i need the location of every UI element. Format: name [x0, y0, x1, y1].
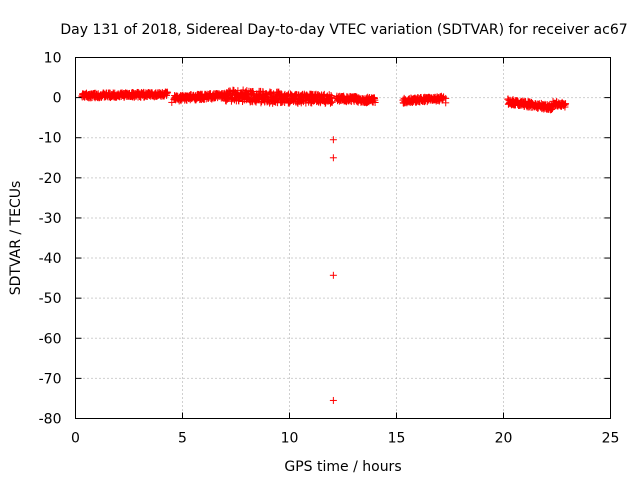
y-tick-label: -50 [39, 291, 62, 307]
y-tick-label: -80 [39, 412, 62, 428]
data-point [329, 271, 337, 279]
x-tick-label: 20 [495, 431, 513, 447]
data-point [433, 93, 441, 101]
grid [75, 57, 611, 419]
data-point [442, 94, 450, 102]
x-tick-label: 10 [281, 431, 299, 447]
data-point [168, 98, 176, 106]
y-tick-label: 10 [44, 51, 62, 67]
x-axis-label: GPS time / hours [284, 459, 401, 475]
data-point [329, 396, 337, 404]
y-tick-label: -70 [39, 371, 62, 387]
data-point [327, 91, 335, 99]
data-point [371, 98, 379, 106]
y-tick-labels: 10 0 -10 -20 -30 -40 -50 -60 -70 -80 [39, 51, 62, 428]
y-tick-label: -60 [39, 331, 62, 347]
y-tick-label: -10 [39, 131, 62, 147]
y-tick-label: -30 [39, 211, 62, 227]
x-tick-label: 15 [388, 431, 406, 447]
plot-frame [75, 57, 611, 419]
y-axis-label: SDTVAR / TECUs [8, 181, 24, 296]
data-point [164, 89, 172, 97]
data-point [266, 88, 274, 96]
x-tick-label: 25 [602, 431, 620, 447]
axis-ticks [75, 57, 611, 419]
x-tick-label: 5 [178, 431, 187, 447]
data-points [78, 86, 570, 404]
x-tick-label: 0 [71, 431, 80, 447]
data-point [329, 154, 337, 162]
y-tick-label: -40 [39, 251, 62, 267]
data-point [562, 100, 570, 108]
data-point [328, 98, 336, 106]
data-point [329, 136, 337, 144]
y-tick-label: -20 [39, 171, 62, 187]
x-tick-labels: 0 5 10 15 20 25 [71, 431, 619, 447]
y-tick-label: 0 [53, 91, 62, 107]
chart-title: Day 131 of 2018, Sidereal Day-to-day VTE… [60, 22, 627, 38]
